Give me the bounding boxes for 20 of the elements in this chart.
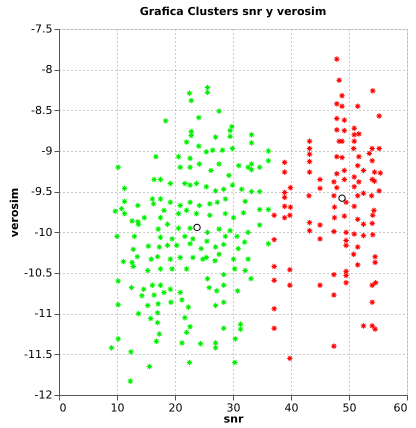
x-tick-label: 10 — [110, 402, 124, 414]
y-tick-label: -10.5 — [24, 266, 52, 280]
chart-title: Grafica Clusters snr y verosim — [140, 5, 326, 18]
y-tick-label: -12 — [34, 388, 52, 402]
y-axis-title: verosim — [8, 188, 22, 238]
x-tick-label: 40 — [284, 402, 298, 414]
y-tick-label: -11 — [34, 307, 52, 320]
y-tick-label: -9.5 — [31, 185, 52, 198]
y-tick-label: -10 — [34, 226, 52, 239]
x-tick-label: 50 — [342, 402, 356, 414]
x-tick-label: 30 — [226, 402, 240, 414]
x-tick-label: 0 — [60, 402, 66, 414]
y-tick-label: -8 — [42, 63, 52, 76]
y-tick-label: -7.5 — [31, 22, 52, 36]
y-tick-label: -9 — [42, 144, 52, 158]
x-tick-label: 20 — [168, 402, 182, 414]
x-tick-label: 60 — [394, 402, 408, 414]
y-tick-label: -8.5 — [31, 104, 52, 117]
y-tick-label: -11.5 — [24, 348, 52, 361]
x-axis-title: snr — [224, 412, 244, 426]
